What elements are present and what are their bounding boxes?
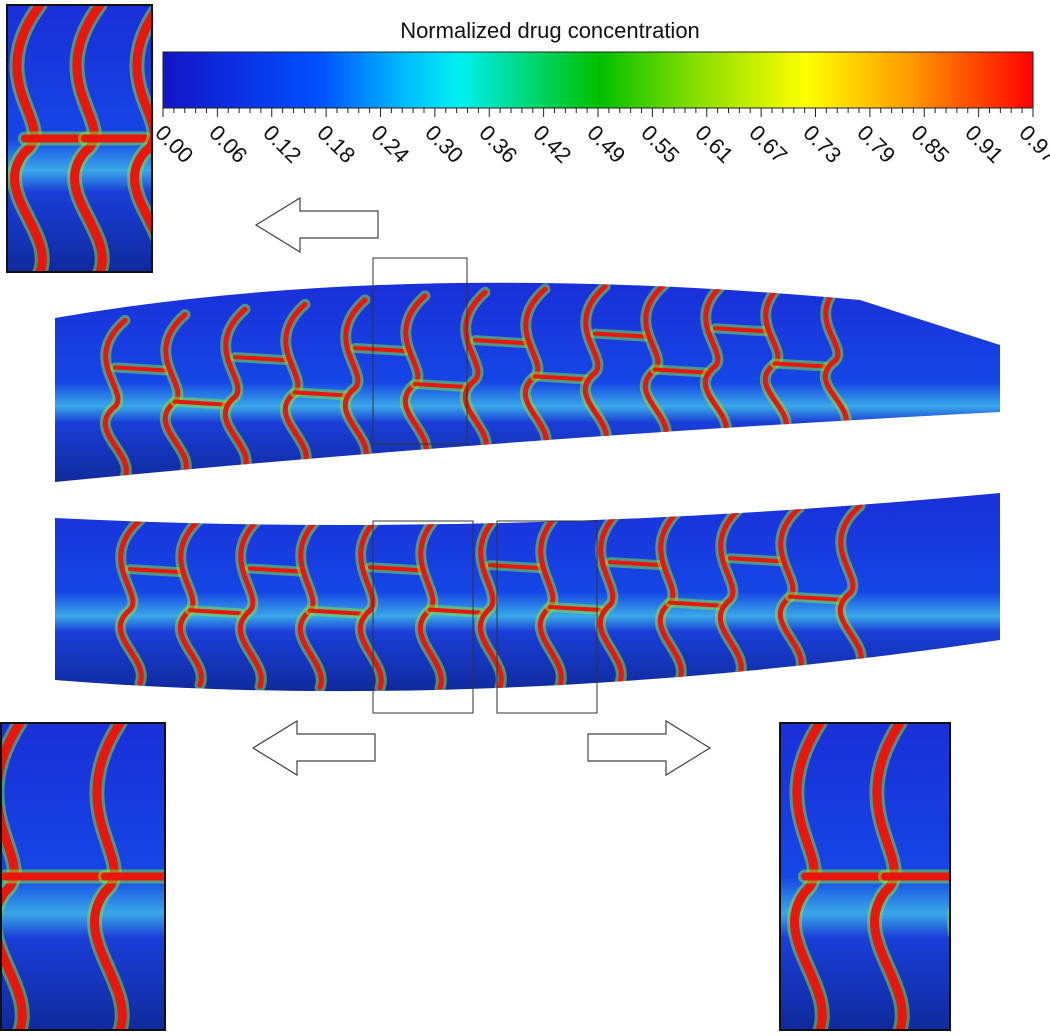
- colorbar-tick-label: 0.85: [906, 120, 954, 168]
- strut: [237, 515, 264, 689]
- strut-glow: [947, 781, 950, 942]
- arrow-left: [254, 196, 379, 254]
- strut: [702, 282, 729, 438]
- strut: [548, 604, 602, 612]
- strut: [70, 5, 107, 272]
- strut: [90, 723, 127, 1030]
- inset-frame: [0, 722, 166, 1031]
- strut: [308, 608, 362, 616]
- strut: [822, 282, 849, 430]
- colorbar-tick-label: 0.18: [312, 120, 360, 168]
- colorbar-tick-label: 0.61: [690, 120, 738, 168]
- colorbar-tick-label: 0.79: [852, 120, 900, 168]
- strut: [790, 723, 827, 1030]
- strut: [473, 338, 527, 346]
- colorbar-tick-label: 0.73: [798, 120, 846, 168]
- strut: [597, 508, 624, 685]
- colorbar-tick-label: 0.91: [960, 120, 1008, 168]
- strut: [668, 600, 722, 608]
- inset-frame: [779, 722, 951, 1031]
- strut: [728, 556, 782, 564]
- strut: [353, 345, 407, 353]
- strut: [130, 8, 152, 237]
- strut: [582, 284, 609, 446]
- strut: [248, 566, 302, 574]
- strut: [488, 563, 542, 571]
- colorbar-tick-label: 0.42: [528, 120, 576, 168]
- strut: [173, 399, 227, 407]
- colorbar-ticks: 0.00 0.06 0.12 0.18 0.24 0.30 0.36 0.42 0.49 0.55…: [150, 108, 1050, 168]
- stent-bottom: [55, 493, 1000, 692]
- strut: [222, 306, 249, 472]
- strut: [342, 297, 369, 463]
- strut: [357, 513, 384, 691]
- strut: [462, 289, 489, 455]
- colorbar-tick-label: 0.00: [150, 120, 198, 168]
- zoom-box: [372, 520, 474, 714]
- struts: [114, 500, 867, 692]
- strut: [102, 317, 129, 480]
- strut: [713, 326, 767, 334]
- inset-struts: [7, 5, 152, 272]
- strut: [428, 607, 482, 615]
- zoom-box: [372, 257, 468, 445]
- colorbar-tick-label: 0.30: [420, 120, 468, 168]
- colorbar-tick-label: 0.06: [204, 120, 252, 168]
- strut: [0, 723, 27, 1030]
- inset-struts: [0, 723, 213, 1030]
- arrow-right: [587, 719, 712, 777]
- arrow-left: [251, 719, 376, 777]
- strut: [837, 503, 864, 668]
- colorbar-tick-label: 0.49: [582, 120, 630, 168]
- strut: [608, 560, 662, 568]
- colorbar: [162, 51, 1034, 109]
- inset-frame: [6, 4, 153, 273]
- struts: [99, 282, 852, 482]
- strut: [477, 510, 504, 690]
- strut: [233, 355, 287, 363]
- strut-glow: [185, 723, 213, 1030]
- colorbar-tick-label: 0.97: [1014, 120, 1050, 168]
- zoom-box: [496, 520, 598, 714]
- strut: [10, 5, 47, 272]
- strut: [870, 723, 907, 1030]
- colorbar-tick-label: 0.55: [636, 120, 684, 168]
- strut: [788, 594, 842, 602]
- strut: [653, 367, 707, 375]
- colorbar-tick-label: 0.12: [258, 120, 306, 168]
- strut: [593, 331, 647, 339]
- strut: [955, 723, 983, 1030]
- strut: [117, 517, 144, 686]
- inset-struts: [787, 723, 983, 1030]
- strut: [533, 374, 587, 382]
- colorbar-title: Normalized drug concentration: [400, 18, 700, 43]
- colorbar-tick-label: 0.36: [474, 120, 522, 168]
- strut: [413, 381, 467, 389]
- colorbar-tick-label: 0.24: [366, 120, 414, 168]
- colorbar-tick-label: 0.67: [744, 120, 792, 168]
- strut: [185, 723, 213, 1030]
- strut: [113, 365, 167, 373]
- strut: [368, 565, 422, 573]
- strut: [188, 608, 242, 616]
- strut: [717, 505, 744, 678]
- strut: [128, 567, 182, 575]
- strut: [293, 390, 347, 398]
- strut: [773, 361, 827, 369]
